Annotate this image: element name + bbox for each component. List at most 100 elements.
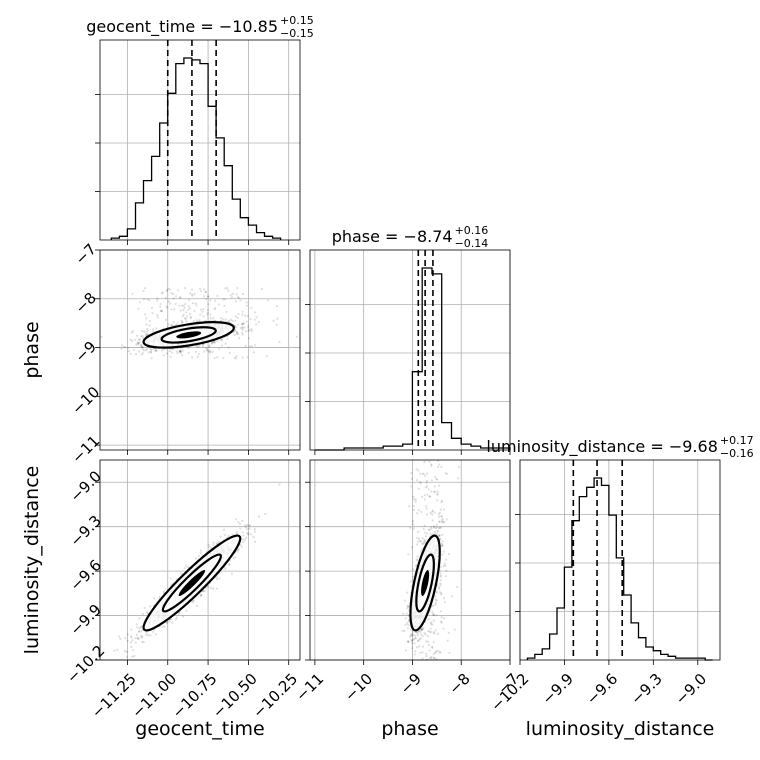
sample-point xyxy=(430,622,433,625)
sample-point xyxy=(134,636,137,640)
sample-point xyxy=(133,654,136,658)
sample-point xyxy=(230,318,233,321)
sample-point xyxy=(432,525,436,528)
sample-point xyxy=(141,346,144,349)
sample-point xyxy=(442,627,445,630)
sample-point xyxy=(231,319,234,323)
sample-point xyxy=(237,520,240,524)
sample-point xyxy=(207,295,210,298)
sample-point xyxy=(189,292,192,295)
sample-point xyxy=(453,628,456,631)
sample-point xyxy=(195,345,198,348)
sample-point xyxy=(195,319,198,322)
sample-point xyxy=(404,649,408,652)
axes-frame xyxy=(99,459,301,661)
sample-point xyxy=(191,599,194,602)
sample-point xyxy=(430,645,434,649)
sample-point xyxy=(179,350,183,353)
sample-point xyxy=(228,563,231,566)
sample-point xyxy=(431,623,434,626)
sample-point xyxy=(234,315,237,318)
sample-point xyxy=(419,630,422,634)
sample-point xyxy=(250,328,253,331)
sample-point xyxy=(439,574,442,577)
axes-frame xyxy=(519,459,721,661)
sample-point xyxy=(249,318,252,321)
sample-point xyxy=(142,290,145,293)
sample-point xyxy=(245,304,248,307)
sample-point xyxy=(188,313,191,316)
sample-point xyxy=(199,549,203,552)
sample-point xyxy=(187,351,190,354)
sample-point xyxy=(401,629,404,632)
sample-point xyxy=(415,479,419,482)
sample-point xyxy=(416,634,419,637)
sample-point xyxy=(407,623,410,627)
sample-point xyxy=(161,625,164,628)
sample-point xyxy=(403,599,406,602)
sample-point xyxy=(440,465,443,468)
sample-point xyxy=(245,301,248,304)
tick-label-y-phase: −8 xyxy=(72,289,100,317)
sample-point xyxy=(436,465,439,468)
sample-point xyxy=(159,303,162,306)
sample-point xyxy=(440,621,443,624)
sample-point xyxy=(448,651,451,654)
sample-point xyxy=(434,532,437,535)
sample-point xyxy=(191,356,194,359)
sample-point xyxy=(411,633,414,637)
sample-point xyxy=(439,565,442,569)
sample-point xyxy=(406,640,409,643)
sample-point xyxy=(137,307,140,310)
sample-point xyxy=(435,651,438,654)
sample-point xyxy=(208,350,211,353)
sample-point xyxy=(410,485,413,488)
sample-point xyxy=(139,634,143,637)
sample-point xyxy=(439,526,442,529)
sample-point xyxy=(140,345,144,348)
sample-point xyxy=(215,578,219,581)
sample-point xyxy=(223,533,226,536)
sample-point xyxy=(169,577,172,580)
sample-point xyxy=(145,327,149,330)
sample-point xyxy=(420,628,424,631)
sample-point xyxy=(187,305,190,308)
sample-point xyxy=(146,333,149,336)
sample-point xyxy=(186,566,190,569)
sample-point xyxy=(451,595,454,598)
sample-point xyxy=(136,626,139,629)
sample-point xyxy=(184,302,187,306)
sample-point xyxy=(423,531,426,534)
sample-point xyxy=(250,306,253,309)
sample-point xyxy=(140,353,143,356)
density-core xyxy=(421,569,430,597)
sample-point xyxy=(422,627,425,631)
sample-point xyxy=(421,542,424,545)
sample-point xyxy=(207,585,210,588)
sample-point xyxy=(241,322,245,326)
sample-point xyxy=(202,288,206,291)
sample-point xyxy=(429,426,431,428)
sample-point xyxy=(275,323,278,326)
title-minus: −0.14 xyxy=(455,237,489,250)
sample-point xyxy=(438,591,442,594)
sample-point xyxy=(438,651,441,654)
sample-point xyxy=(222,298,225,301)
sample-point xyxy=(191,302,194,305)
sample-point xyxy=(179,351,182,354)
sample-point xyxy=(145,631,148,634)
sample-point xyxy=(414,634,417,637)
sample-point xyxy=(149,350,152,353)
sample-point xyxy=(124,650,127,653)
panel-1-1 xyxy=(305,249,511,455)
sample-point xyxy=(187,308,190,311)
sample-point xyxy=(155,327,158,330)
sample-point xyxy=(174,617,178,621)
sample-point xyxy=(417,530,420,533)
sample-point xyxy=(222,356,225,360)
sample-point xyxy=(432,613,435,616)
tick-label-x-geocent_time: −10.25 xyxy=(249,670,301,722)
sample-point xyxy=(185,609,188,612)
sample-point xyxy=(168,288,171,291)
sample-point xyxy=(418,472,422,475)
